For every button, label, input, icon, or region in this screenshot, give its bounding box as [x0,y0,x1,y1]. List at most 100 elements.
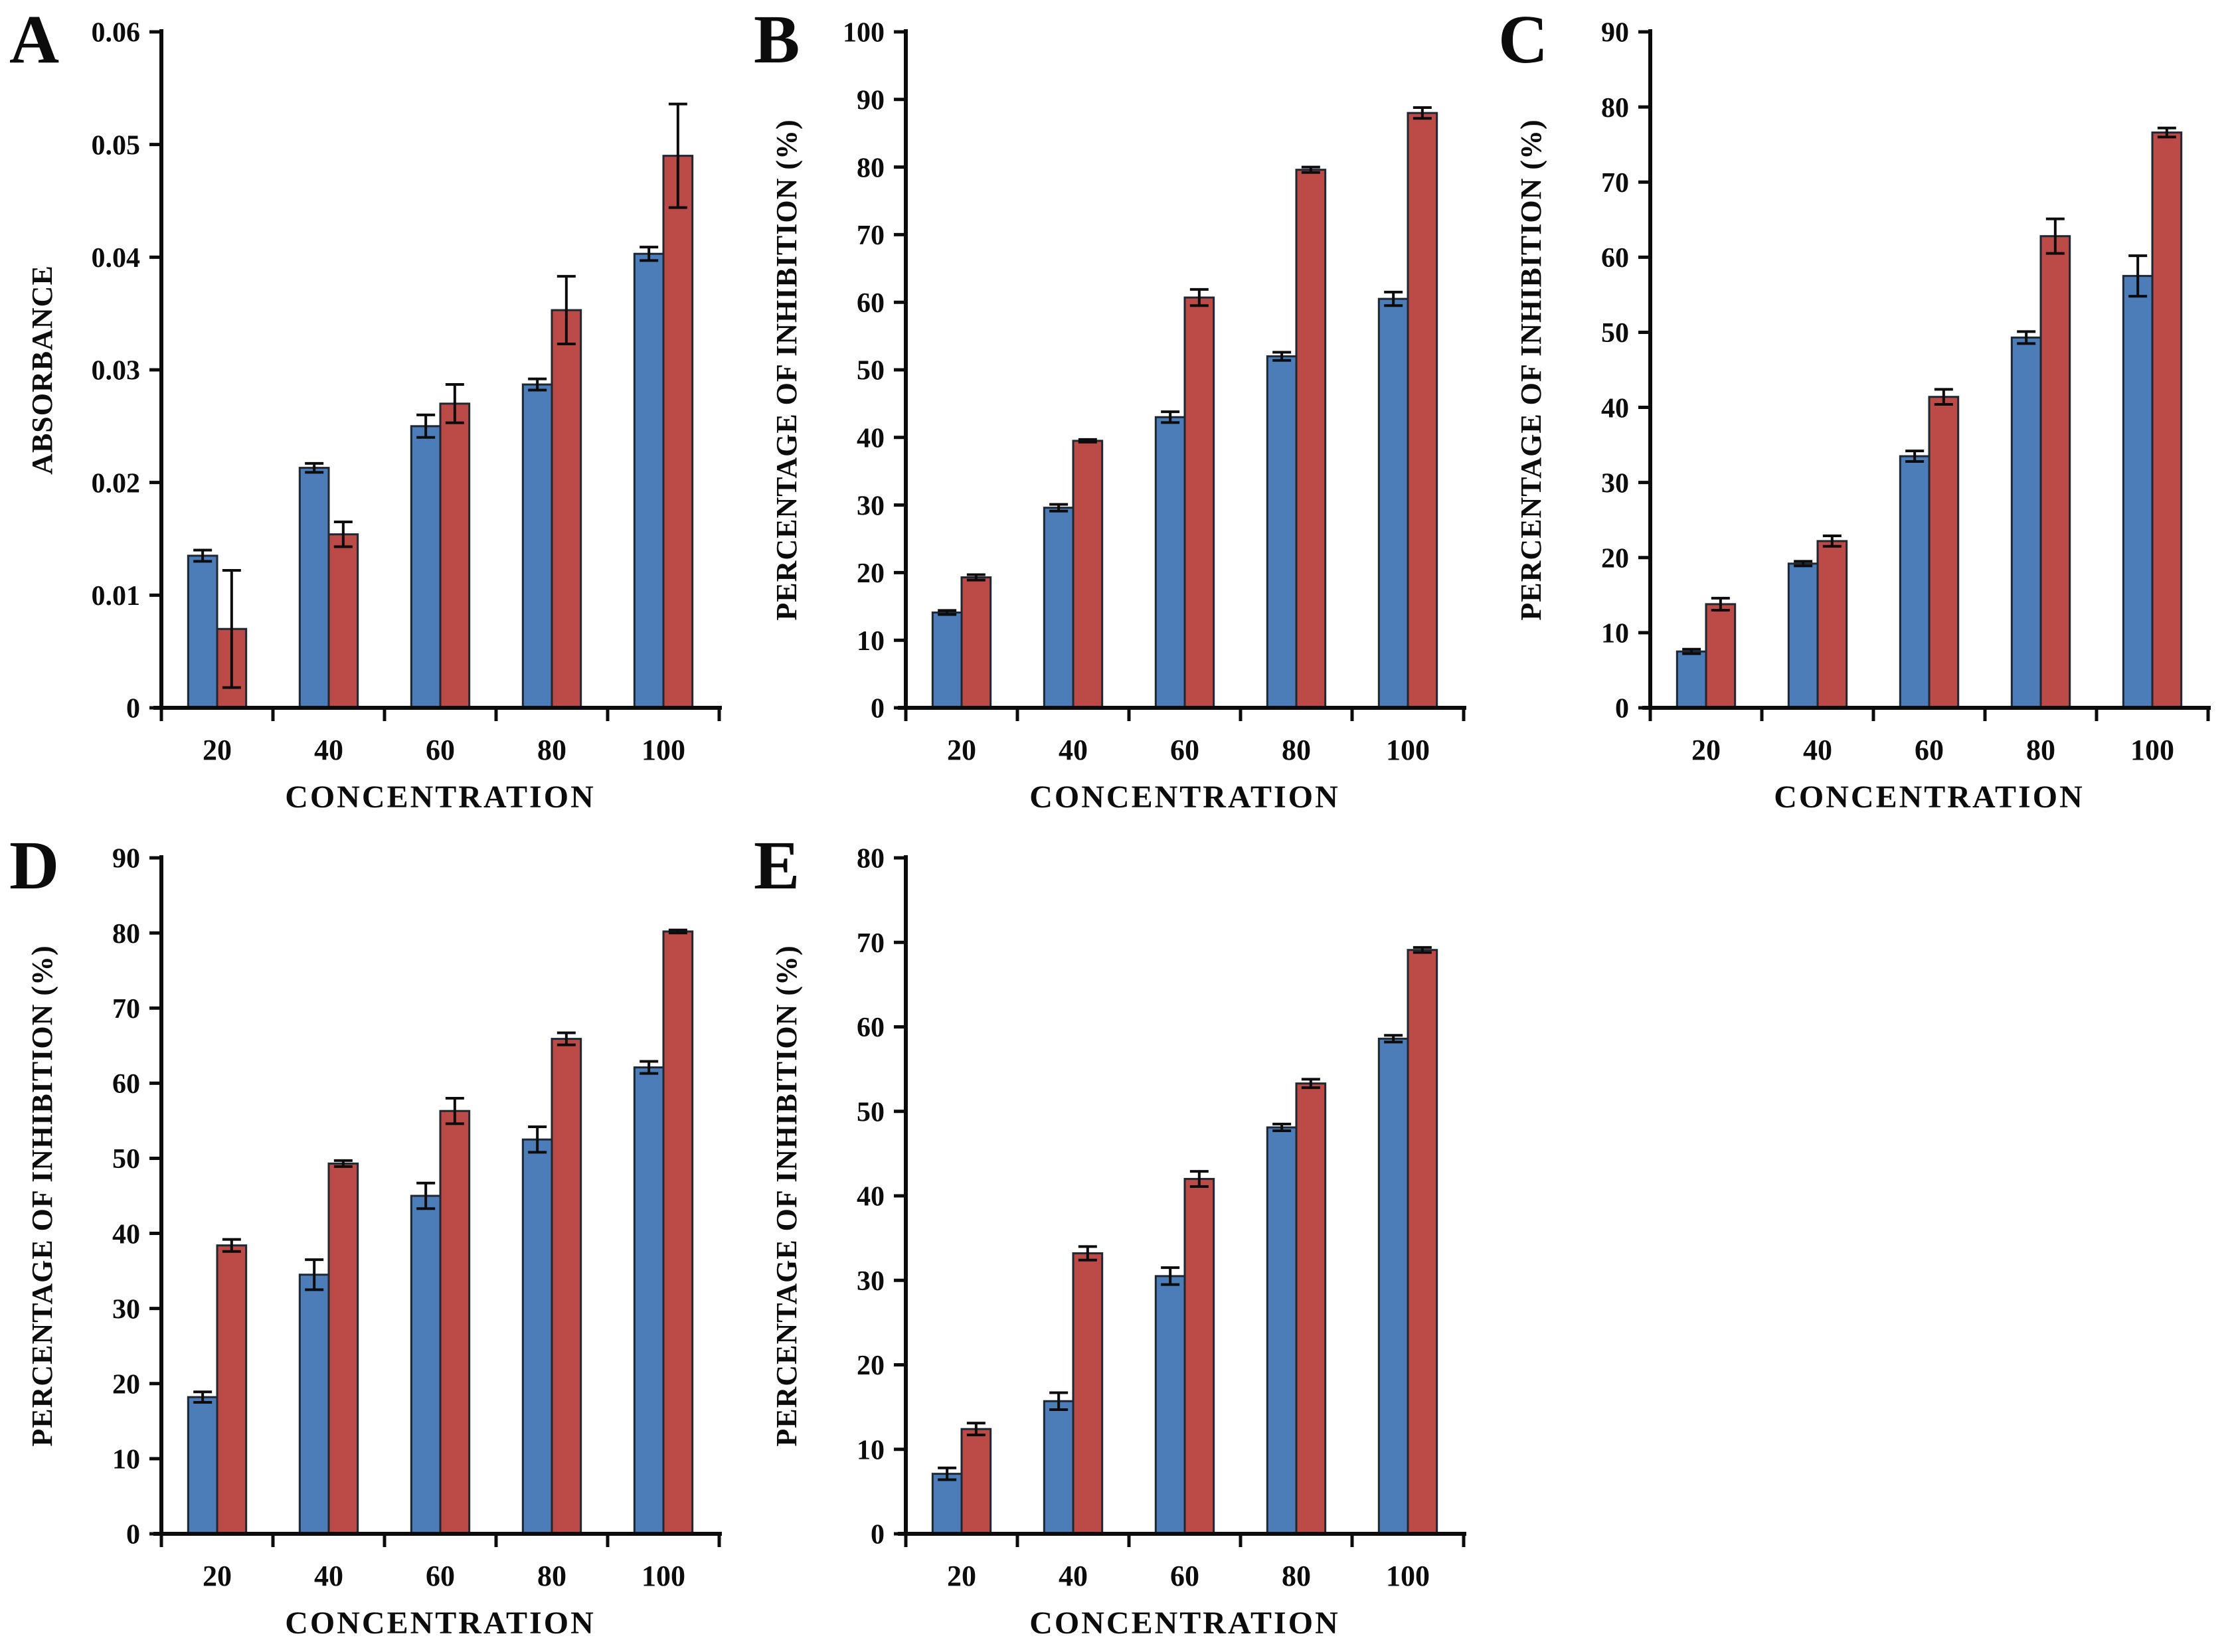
x-tick-label: 100 [2130,734,2174,766]
y-axis-title: PERCENTAGE OF INHIBITION (%) [770,119,803,620]
error-bar-red-60 [445,383,464,424]
error-bar-red-100 [1413,946,1432,954]
x-tick-label: 20 [1691,734,1721,766]
y-tick-label: 40 [112,1219,140,1250]
error-bar-red-40 [333,521,353,548]
bar-red-100 [662,155,694,709]
x-tick-label: 20 [203,734,232,766]
x-tick-label: 20 [947,734,976,766]
error-bar-blue-40 [305,461,324,474]
error-bar-blue-20 [193,548,213,563]
error-bar-red-80 [2045,217,2065,255]
bar-red-100 [1407,112,1438,709]
panel-e: E 0 10 20 30 40 50 60 70 80 20 40 60 80 100 PERCENTAGE… [744,826,1489,1652]
error-bar-red-20 [966,573,986,582]
error-bar-blue-40 [1049,1391,1069,1411]
bar-red-60 [439,402,471,709]
bar-blue-40 [1787,562,1819,709]
y-tick-label: 50 [857,356,885,386]
y-tick-label: 20 [112,1369,140,1400]
bar-blue-20 [931,1473,963,1535]
empty-grid-cell [1489,826,2233,1652]
error-bar-blue-80 [528,377,547,392]
panel-b-letter: B [754,1,801,78]
y-tick-label: 10 [1601,619,1629,649]
error-bar-red-40 [333,1159,353,1168]
y-tick-label: 10 [857,1435,885,1465]
x-axis-title: CONCENTRATION [1029,1606,1339,1641]
y-tick-label: 40 [1601,393,1629,424]
y-tick-label: 50 [857,1097,885,1127]
bar-blue-60 [410,425,442,709]
x-tick-label: 40 [314,1560,343,1592]
x-tick-label: 100 [1386,734,1430,766]
bar-blue-100 [2122,275,2154,709]
error-bar-blue-100 [640,1060,659,1075]
x-tick-label: 80 [537,734,566,766]
bar-blue-20 [187,554,218,709]
y-axis-title: PERCENTAGE OF INHIBITION (%) [770,945,803,1446]
y-tick-label: 0.02 [92,468,141,499]
bar-red-80 [551,1038,582,1535]
y-tick-label: 10 [112,1445,140,1475]
error-bar-red-60 [1934,388,1953,406]
y-tick-label: 30 [1601,468,1629,499]
error-bar-blue-40 [305,1258,324,1291]
error-bar-blue-20 [938,609,957,616]
x-tick-label: 40 [314,734,343,766]
y-tick-label: 30 [857,1266,885,1297]
x-tick-label: 60 [1170,734,1199,766]
x-axis-title: CONCENTRATION [285,780,595,815]
y-tick-label: 0 [126,694,140,724]
panel-a-letter: A [9,1,60,78]
y-tick-label: 70 [857,220,885,251]
error-bar-red-60 [1189,288,1209,307]
bar-red-80 [551,309,582,709]
error-bar-blue-60 [1161,410,1180,424]
x-axis-title: CONCENTRATION [1029,780,1339,815]
error-bar-red-100 [668,928,687,935]
error-bar-red-60 [1189,1170,1209,1189]
panel-c: C 0 10 20 30 40 50 60 70 80 90 20 40 60 80 100 PERCENTA… [1489,0,2233,826]
y-tick-label: 0 [126,1520,140,1550]
error-bar-red-40 [1822,534,1842,548]
y-tick-label: 50 [112,1144,140,1175]
y-tick-label: 0.04 [92,243,141,274]
x-tick-label: 80 [537,1560,566,1592]
x-tick-label: 80 [1282,734,1311,766]
bar-red-20 [216,1244,248,1535]
panel-a: A 0 0.01 0.02 0.03 0.04 0.05 0.06 20 40 60 80 100 AB… [0,0,744,826]
bar-red-40 [1816,540,1848,709]
error-bar-blue-20 [193,1390,213,1404]
y-tick-label: 70 [1601,168,1629,199]
error-bar-blue-60 [1161,1266,1180,1286]
error-bar-blue-20 [938,1466,957,1481]
bar-red-60 [1183,296,1215,709]
bar-red-20 [1705,603,1737,709]
x-tick-label: 20 [947,1560,976,1592]
y-tick-label: 70 [112,994,140,1025]
y-tick-label: 20 [1601,543,1629,574]
bar-red-60 [439,1110,471,1535]
bar-blue-80 [1266,1126,1298,1535]
x-tick-label: 80 [2026,734,2055,766]
x-tick-label: 60 [1915,734,1944,766]
y-tick-label: 60 [857,288,885,319]
bar-chart-a: 0 0.01 0.02 0.03 0.04 0.05 0.06 20 40 60 80 100 ABSO… [26,18,722,815]
panel-e-letter: E [754,827,801,904]
bar-blue-100 [1377,1037,1409,1535]
error-bar-blue-20 [1682,647,1701,655]
y-tick-label: 30 [857,491,885,521]
bar-blue-40 [1043,507,1074,709]
y-tick-label: 0.05 [92,130,141,161]
bar-blue-20 [931,611,963,709]
panel-c-letter: C [1498,1,1549,78]
bar-blue-60 [410,1195,442,1535]
bar-red-80 [1295,1082,1327,1535]
panel-d: D 0 10 20 30 40 50 60 70 80 90 20 40 60 80 100 PERCENTA… [0,826,744,1652]
error-bar-blue-40 [1049,503,1069,513]
bar-blue-100 [633,1066,665,1535]
bar-blue-20 [1675,650,1707,709]
y-tick-label: 20 [857,558,885,589]
